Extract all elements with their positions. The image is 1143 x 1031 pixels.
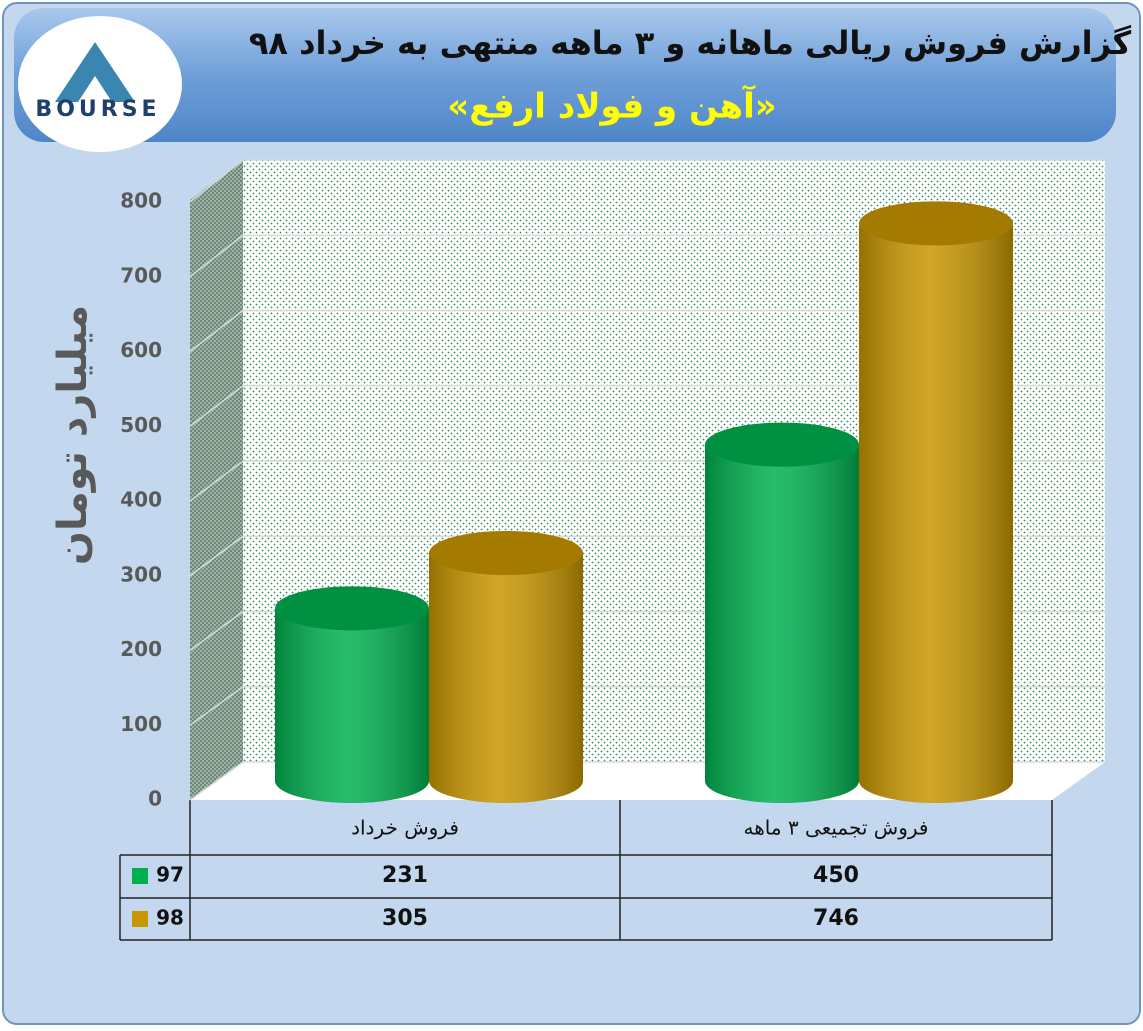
bar-top [859, 201, 1013, 246]
grid-line [189, 610, 244, 652]
bar-top-shade [275, 586, 429, 631]
grid-line [189, 385, 244, 427]
bar-shade [859, 223, 1013, 804]
x-tick-label: فروش خرداد [351, 816, 459, 840]
bar-top [275, 586, 429, 631]
grid-line [189, 535, 244, 577]
logo-text: BOURSE [35, 97, 160, 122]
bar-top-shade [705, 422, 859, 467]
chart-subtitle: «آهن و فولاد ارفع» [447, 85, 776, 127]
bar-shade [705, 444, 859, 803]
grid-line [189, 234, 244, 278]
y-tick-label: 400 [120, 488, 162, 512]
table-value: 450 [813, 863, 859, 888]
y-tick-label: 500 [120, 413, 162, 437]
legend-label: 98 [156, 906, 184, 930]
bar-shade [275, 608, 429, 803]
grid-line [189, 686, 244, 726]
data-table [119, 800, 1053, 941]
legend-swatch [132, 868, 148, 884]
grid-line [189, 159, 244, 203]
grid-line [189, 460, 244, 502]
bar-top [705, 422, 859, 467]
y-tick-label: 200 [120, 637, 162, 661]
table-value: 231 [382, 863, 428, 888]
logo-badge [18, 16, 182, 152]
y-tick-label: 800 [120, 189, 162, 213]
bar-shade [429, 553, 583, 803]
header-banner [14, 8, 1116, 142]
grid-line [189, 309, 244, 353]
bar-top-shade [859, 201, 1013, 246]
y-tick-label: 600 [120, 338, 162, 362]
y-axis-label: میلیارد تومان [50, 305, 96, 565]
bar-top [429, 531, 583, 576]
y-tick-label: 300 [120, 562, 162, 586]
table-value: 305 [382, 906, 428, 931]
logo-icon [55, 42, 135, 102]
table-value: 746 [813, 906, 859, 931]
grid-line [189, 761, 244, 801]
legend-swatch [132, 911, 148, 927]
legend-label: 97 [156, 863, 184, 887]
y-tick-label: 700 [120, 263, 162, 287]
chart-title: گزارش فروش ریالی ماهانه و ۳ ماهه منتهی ب… [249, 24, 1132, 62]
y-tick-label: 0 [148, 787, 162, 811]
x-tick-label: فروش تجمیعی ۳ ماهه [744, 816, 929, 840]
bar-top-shade [429, 531, 583, 576]
y-tick-label: 100 [120, 712, 162, 736]
